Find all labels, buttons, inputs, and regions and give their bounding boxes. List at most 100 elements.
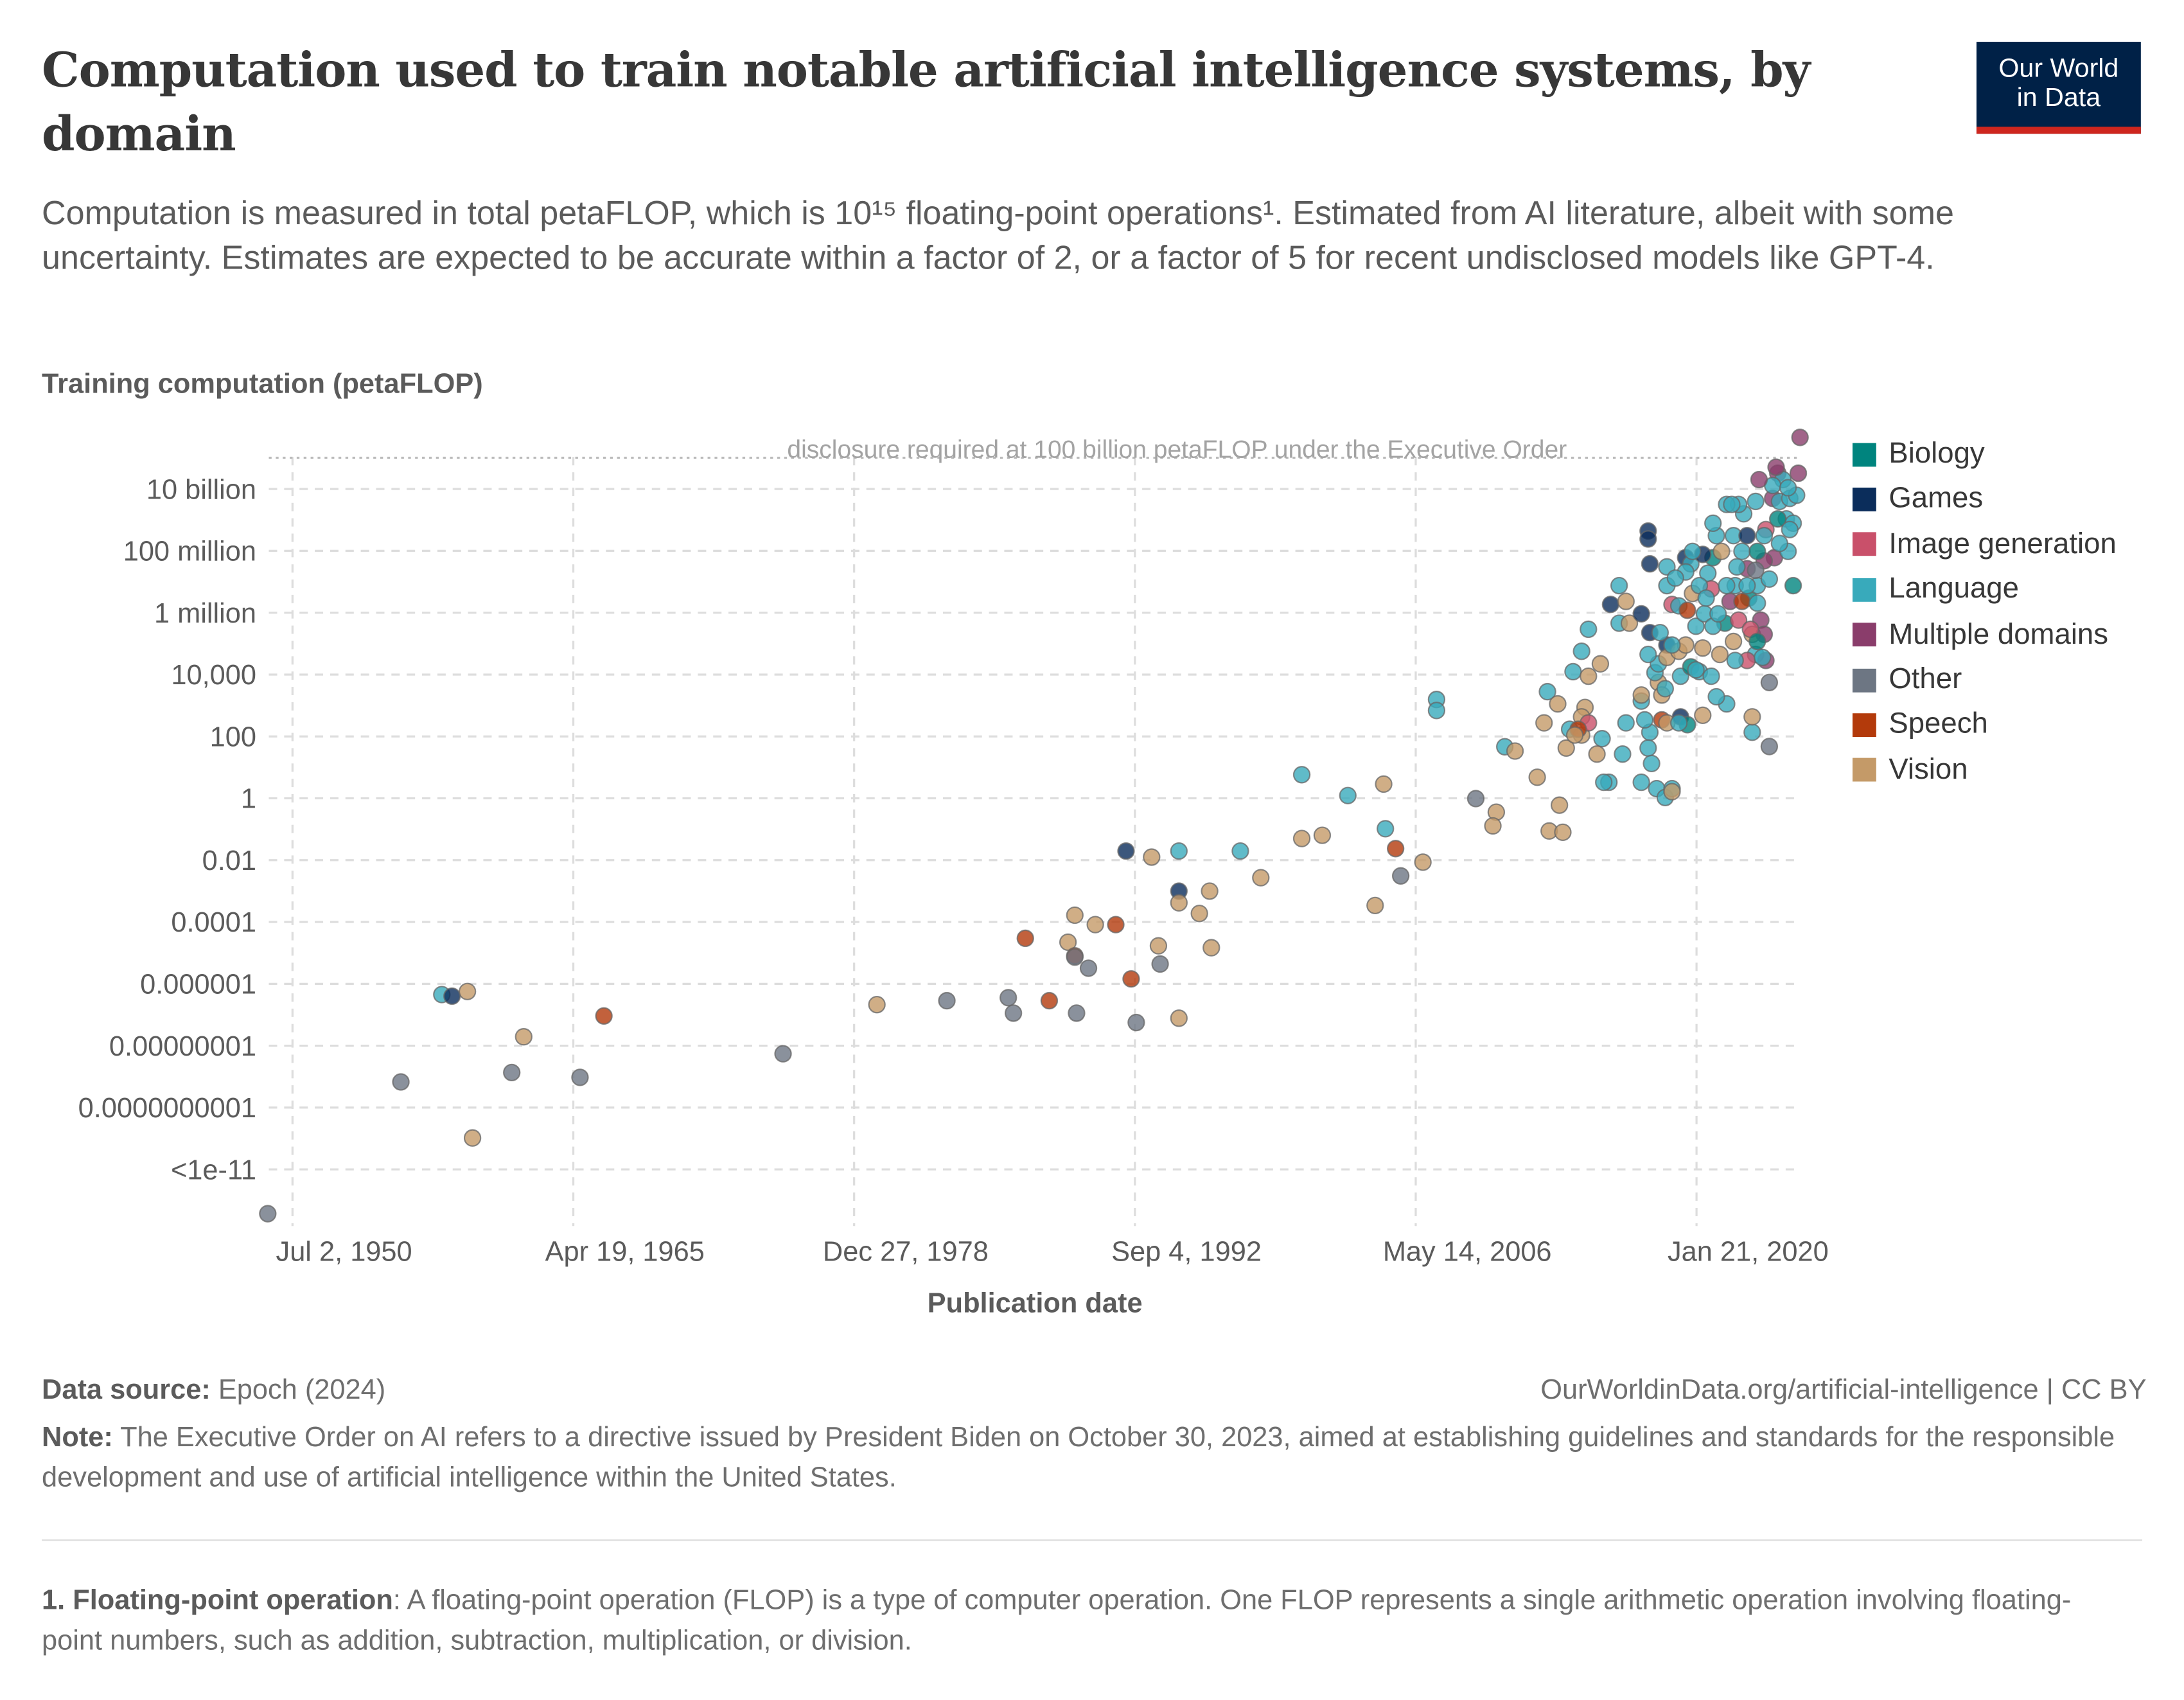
data-point-vision[interactable]	[1591, 655, 1610, 673]
data-point-other[interactable]	[1000, 989, 1017, 1007]
legend-item-vision[interactable]: Vision	[1852, 754, 1968, 787]
data-point-other[interactable]	[1747, 561, 1765, 580]
data-point-vision[interactable]	[1580, 667, 1598, 686]
data-point-vision[interactable]	[463, 1129, 482, 1147]
data-point-language[interactable]	[1639, 739, 1657, 757]
data-point-vision[interactable]	[1201, 882, 1219, 900]
data-point-language[interactable]	[1707, 687, 1725, 706]
data-point-other[interactable]	[392, 1073, 410, 1091]
data-point-vision[interactable]	[1557, 739, 1575, 757]
data-point-language[interactable]	[1726, 651, 1744, 669]
data-point-biology[interactable]	[1748, 542, 1766, 560]
data-point-language[interactable]	[1738, 576, 1756, 595]
data-point-vision[interactable]	[868, 995, 886, 1014]
data-point-language[interactable]	[1595, 773, 1613, 792]
data-point-vision[interactable]	[1535, 714, 1553, 732]
legend-item-image-generation[interactable]: Image generation	[1852, 527, 2117, 561]
data-point-games[interactable]	[1632, 605, 1650, 623]
data-point-speech[interactable]	[1733, 592, 1751, 610]
data-point-language[interactable]	[1687, 617, 1705, 635]
data-point-vision[interactable]	[1565, 726, 1584, 744]
data-point-vision[interactable]	[1528, 768, 1546, 786]
legend-item-other[interactable]: Other	[1852, 663, 1962, 696]
data-point-vision[interactable]	[1694, 706, 1712, 725]
data-point-vision[interactable]	[1743, 708, 1761, 726]
data-point-language[interactable]	[1580, 620, 1598, 639]
data-point-language[interactable]	[1231, 842, 1249, 860]
data-point-vision[interactable]	[1484, 817, 1502, 835]
data-point-vision[interactable]	[1252, 869, 1270, 887]
data-point-biology[interactable]	[1784, 576, 1802, 595]
data-point-vision[interactable]	[1375, 775, 1393, 793]
data-point-speech[interactable]	[1678, 601, 1696, 619]
data-point-vision[interactable]	[1143, 848, 1161, 866]
data-point-speech[interactable]	[1040, 991, 1059, 1010]
data-point-language[interactable]	[1377, 820, 1395, 838]
data-point-other[interactable]	[1004, 1004, 1023, 1022]
data-point-language[interactable]	[1614, 745, 1632, 763]
data-point-other[interactable]	[1066, 948, 1084, 966]
data-point-language[interactable]	[1733, 542, 1751, 560]
data-point-language[interactable]	[1572, 642, 1590, 660]
data-point-language[interactable]	[1651, 623, 1669, 642]
data-point-language[interactable]	[1755, 527, 1774, 545]
data-point-speech[interactable]	[1107, 916, 1125, 934]
data-point-image-generation[interactable]	[1729, 611, 1748, 629]
data-point-language[interactable]	[1170, 842, 1188, 860]
data-point-language[interactable]	[1632, 773, 1650, 792]
data-point-vision[interactable]	[1190, 905, 1208, 923]
data-point-vision[interactable]	[1059, 933, 1077, 952]
data-point-other[interactable]	[1466, 790, 1485, 808]
data-point-vision[interactable]	[1170, 1009, 1188, 1027]
data-point-vision[interactable]	[1414, 853, 1432, 871]
data-point-speech[interactable]	[1386, 840, 1405, 858]
data-point-other[interactable]	[938, 991, 956, 1010]
data-point-language[interactable]	[1635, 711, 1654, 729]
data-point-language[interactable]	[1760, 570, 1779, 588]
data-point-language[interactable]	[1642, 754, 1660, 773]
data-point-language[interactable]	[1718, 576, 1736, 595]
data-point-other[interactable]	[1760, 673, 1779, 691]
data-point-biology[interactable]	[1769, 510, 1787, 528]
data-point-language[interactable]	[1687, 660, 1705, 679]
data-point-language[interactable]	[1292, 766, 1311, 784]
data-point-vision[interactable]	[1554, 823, 1572, 842]
data-point-language[interactable]	[1723, 495, 1741, 513]
data-point-other[interactable]	[503, 1063, 521, 1082]
data-point-vision[interactable]	[1617, 592, 1635, 610]
data-point-games[interactable]	[443, 987, 461, 1005]
data-point-other[interactable]	[1079, 959, 1098, 977]
data-point-language[interactable]	[1538, 682, 1556, 701]
data-point-vision[interactable]	[1550, 796, 1569, 814]
data-point-vision[interactable]	[515, 1028, 533, 1046]
data-point-vision[interactable]	[1588, 745, 1606, 763]
data-point-language[interactable]	[1754, 648, 1772, 666]
data-point-vision[interactable]	[1724, 632, 1743, 651]
data-point-language[interactable]	[1593, 730, 1611, 748]
data-point-vision[interactable]	[1711, 645, 1729, 664]
data-point-vision[interactable]	[1313, 826, 1332, 844]
data-point-language[interactable]	[1610, 576, 1628, 595]
data-point-language[interactable]	[1564, 662, 1582, 681]
legend-item-multiple-domains[interactable]: Multiple domains	[1852, 618, 2108, 651]
data-point-other[interactable]	[1391, 867, 1410, 885]
data-point-other[interactable]	[1068, 1004, 1086, 1022]
legend-item-games[interactable]: Games	[1852, 483, 1983, 516]
data-point-language[interactable]	[1427, 702, 1446, 720]
data-point-vision[interactable]	[1632, 686, 1650, 704]
data-point-vision[interactable]	[1170, 894, 1188, 912]
data-point-language[interactable]	[1339, 786, 1357, 804]
data-point-language[interactable]	[1697, 589, 1715, 607]
data-point-vision[interactable]	[1549, 695, 1567, 713]
data-point-vision[interactable]	[1292, 829, 1311, 847]
owid-logo[interactable]: Our World in Data	[1976, 42, 2141, 134]
data-point-language[interactable]	[1748, 594, 1766, 612]
data-point-vision[interactable]	[1149, 937, 1168, 955]
data-point-language[interactable]	[1747, 492, 1765, 511]
data-point-language[interactable]	[1779, 479, 1797, 497]
data-point-vision[interactable]	[1202, 939, 1220, 957]
data-point-vision[interactable]	[1086, 916, 1104, 934]
legend-item-language[interactable]: Language	[1852, 573, 2019, 607]
data-point-language[interactable]	[1770, 535, 1788, 553]
data-point-language[interactable]	[1702, 667, 1720, 686]
